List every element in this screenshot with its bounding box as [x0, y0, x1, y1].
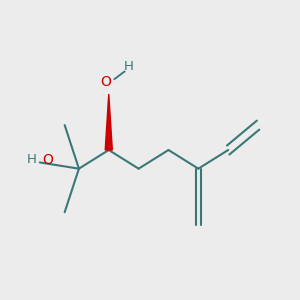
Text: H: H	[124, 60, 134, 73]
Polygon shape	[105, 94, 112, 150]
Text: H: H	[26, 154, 36, 166]
Text: O: O	[100, 75, 111, 89]
Text: O: O	[43, 153, 53, 167]
